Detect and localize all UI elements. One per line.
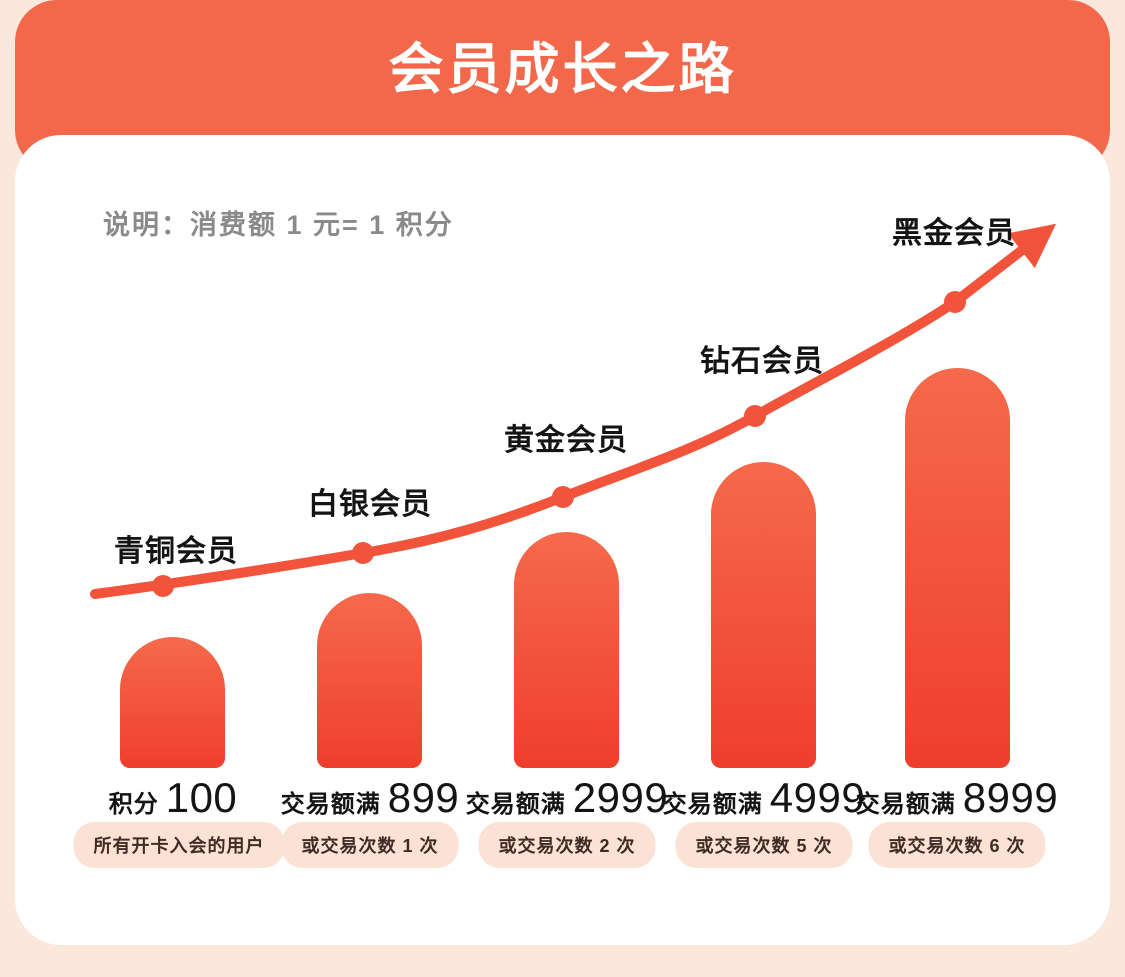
requirement-prefix: 交易额满	[465, 791, 566, 818]
tier-label-gold: 黄金会员	[504, 424, 628, 457]
page-title: 会员成长之路	[388, 38, 737, 100]
note-text: 说明：消费额 1 元= 1 积分	[103, 210, 454, 240]
requirement-black-gold: 交易额满 8999	[856, 774, 1058, 822]
tier-label-bronze: 青铜会员	[114, 535, 238, 568]
requirement-value: 100	[165, 774, 238, 821]
bar-silver	[317, 593, 422, 768]
requirement-value: 2999	[572, 774, 669, 821]
requirement-gold: 交易额满 2999	[466, 774, 668, 822]
condition-pill-gold: 或交易次数 2 次	[478, 822, 656, 868]
bar-black-gold	[905, 368, 1010, 768]
requirement-value: 4999	[769, 774, 866, 821]
requirement-value: 8999	[962, 774, 1059, 821]
requirement-prefix: 交易额满	[855, 791, 956, 818]
tier-label-black-gold: 黑金会员	[892, 217, 1016, 250]
tier-label-silver: 白银会员	[308, 488, 432, 521]
bar-bronze	[120, 637, 225, 768]
requirement-silver: 交易额满 899	[281, 774, 460, 822]
requirement-prefix: 交易额满	[662, 791, 763, 818]
requirement-bronze: 积分 100	[109, 774, 238, 822]
condition-pill-diamond: 或交易次数 5 次	[675, 822, 853, 868]
requirement-prefix: 交易额满	[280, 791, 381, 818]
requirement-value: 899	[387, 774, 460, 821]
tier-label-diamond: 钻石会员	[700, 345, 824, 378]
condition-pill-bronze: 所有开卡入会的用户	[73, 822, 285, 868]
requirement-prefix: 积分	[108, 791, 159, 818]
bar-diamond	[711, 462, 816, 768]
requirement-diamond: 交易额满 4999	[663, 774, 865, 822]
condition-pill-silver: 或交易次数 1 次	[281, 822, 459, 868]
bar-gold	[514, 532, 619, 768]
condition-pill-black-gold: 或交易次数 6 次	[868, 822, 1046, 868]
